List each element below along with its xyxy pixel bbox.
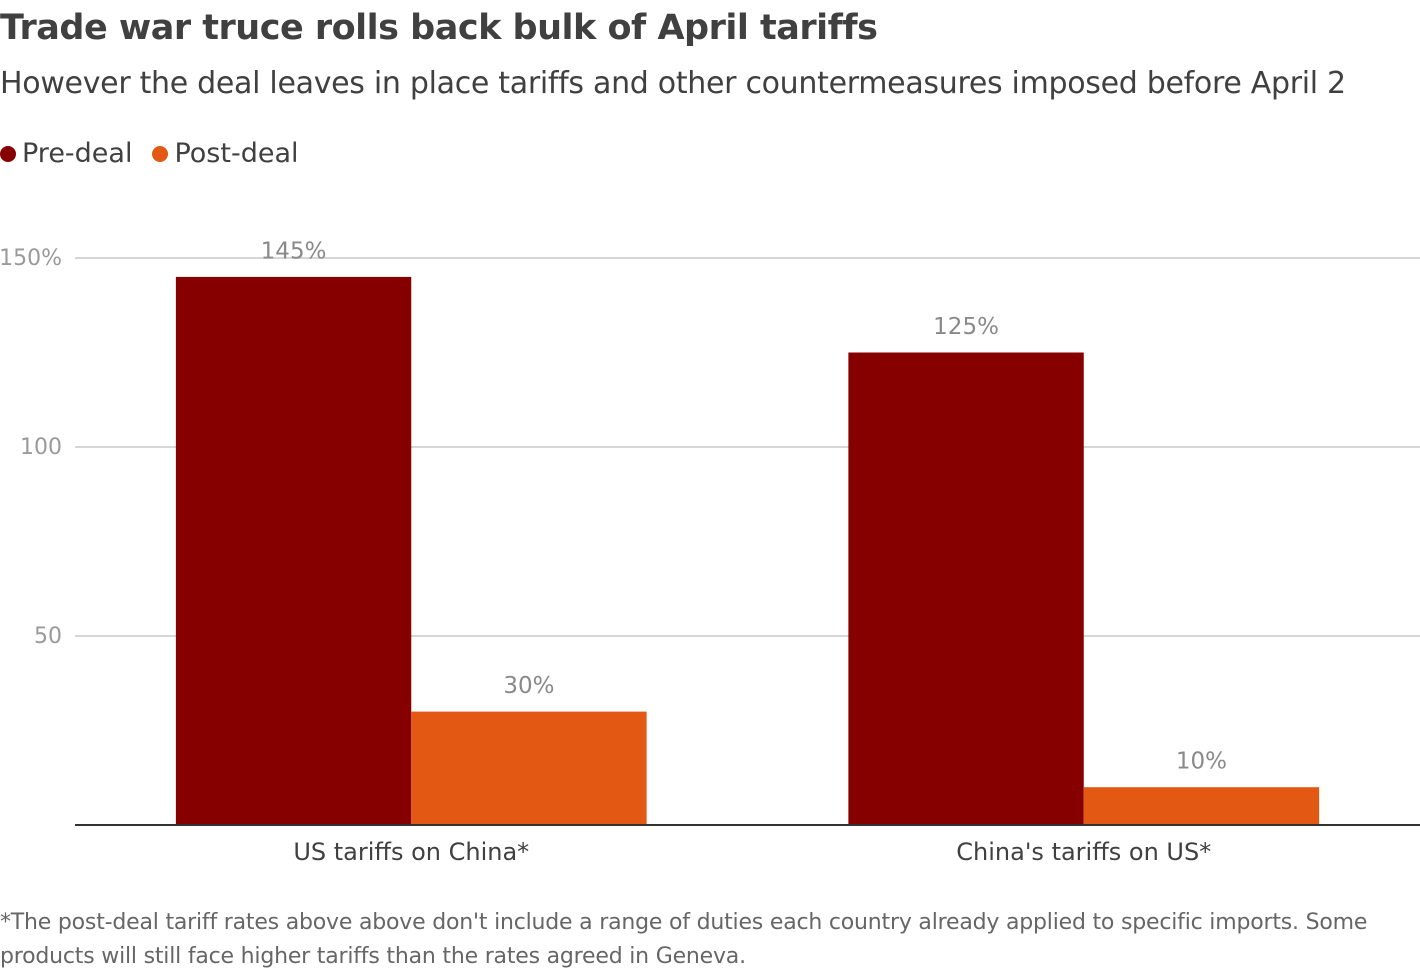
bar [848, 352, 1084, 825]
value-label: 10% [1176, 749, 1227, 775]
chart-subtitle: However the deal leaves in place tariffs… [0, 66, 1346, 101]
chart: 50 100 150% US tariffs on China* 145% 30% Chin… [0, 238, 1420, 866]
bar [1083, 787, 1320, 825]
y-tick-label: 50 [34, 624, 62, 649]
y-tick-label: 100 [20, 435, 62, 460]
bar [411, 711, 647, 825]
value-label: 145% [261, 238, 327, 264]
legend: Pre-deal Post-deal [0, 138, 299, 169]
legend-marker [152, 145, 169, 162]
legend-item: Post-deal [152, 138, 299, 169]
x-tick-label: US tariffs on China* [293, 838, 529, 866]
legend-item: Pre-deal [0, 138, 132, 169]
legend-label: Pre-deal [22, 138, 133, 169]
value-label: 30% [503, 673, 554, 699]
x-tick-label: China's tariffs on US* [956, 838, 1211, 866]
value-label: 125% [933, 314, 999, 340]
legend-marker [0, 145, 16, 162]
bar [175, 276, 412, 825]
footnote: *The post-deal tariff rates above above … [0, 910, 1368, 969]
chart-title: Trade war truce rolls back bulk of April… [0, 8, 878, 48]
y-tick-label: 150% [0, 246, 62, 271]
legend-label: Post-deal [174, 138, 299, 169]
